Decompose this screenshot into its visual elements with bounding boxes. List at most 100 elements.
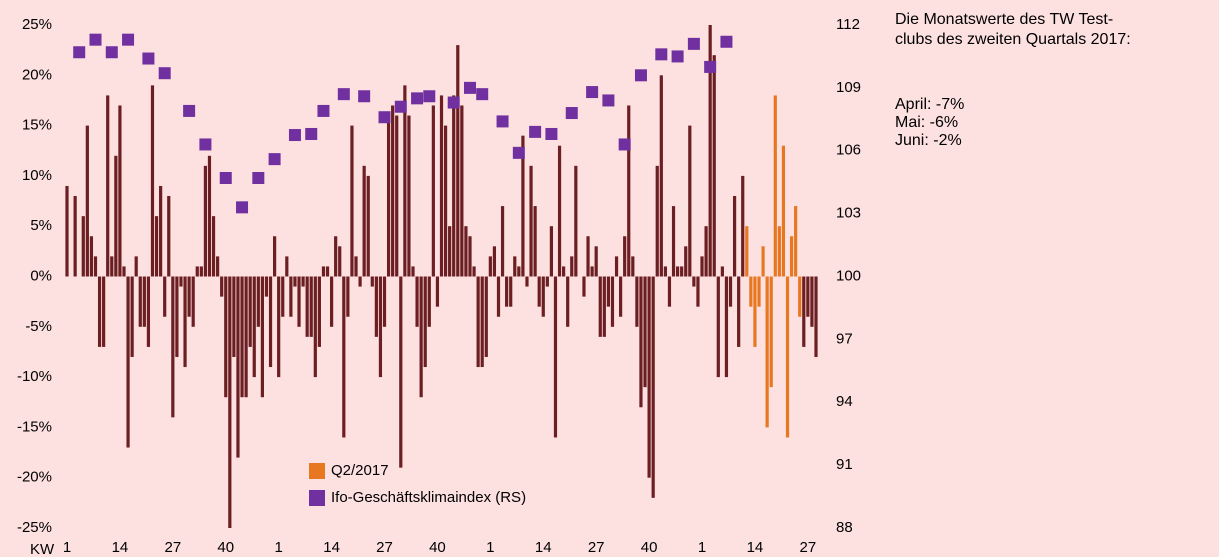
marker (394, 100, 407, 113)
bar (329, 276, 334, 327)
marker (305, 127, 318, 140)
bar (452, 95, 456, 277)
bar (325, 266, 330, 277)
bar (163, 276, 167, 317)
bar (342, 276, 346, 438)
x-tick-label: 40 (641, 539, 658, 556)
bar (313, 276, 317, 378)
bar (236, 276, 240, 458)
y2-tick-label: 94 (836, 393, 853, 410)
bar (468, 236, 472, 277)
bar (110, 256, 114, 277)
bar (537, 276, 541, 307)
bar (566, 276, 570, 327)
bar (639, 276, 643, 408)
bar (761, 246, 765, 277)
bar (745, 226, 749, 277)
bar (240, 276, 244, 398)
bar (684, 246, 688, 277)
y2-tick-label: 109 (836, 79, 861, 96)
bar (142, 276, 146, 327)
bar (411, 266, 415, 277)
bar (732, 196, 737, 277)
bar (810, 276, 814, 327)
bar (187, 276, 191, 317)
bar (586, 236, 590, 277)
marker (529, 125, 542, 138)
marker (687, 37, 700, 50)
bar (480, 276, 484, 368)
bar (85, 125, 89, 277)
bar (277, 276, 281, 378)
bar (708, 25, 712, 277)
bar (737, 276, 741, 347)
bar (794, 206, 798, 277)
bar (456, 45, 460, 277)
x-axis-label: KW (30, 541, 55, 557)
marker (142, 52, 155, 65)
bar (183, 276, 187, 368)
marker (602, 94, 615, 107)
marker (199, 138, 212, 151)
bar (220, 276, 224, 297)
bar (574, 165, 578, 277)
bar (472, 266, 476, 277)
bar (521, 135, 525, 277)
bar (500, 206, 505, 277)
legend-swatch (309, 490, 325, 506)
bar (492, 246, 497, 277)
x-tick-label: 14 (747, 539, 764, 556)
bar (688, 125, 692, 277)
bar (264, 276, 269, 297)
legend-label: Q2/2017 (331, 462, 389, 479)
bar (651, 276, 655, 498)
bar (297, 276, 301, 327)
bar (407, 115, 411, 277)
bar (505, 276, 509, 307)
bar (207, 155, 212, 277)
bar (195, 266, 199, 277)
bar (806, 276, 810, 317)
bar (150, 85, 155, 277)
bar (802, 276, 806, 347)
bar (781, 145, 786, 277)
bar (464, 226, 468, 277)
bar (704, 226, 708, 277)
bar (232, 276, 236, 357)
marker (671, 50, 684, 63)
bar (439, 95, 444, 277)
y2-tick-label: 106 (836, 142, 861, 159)
bar (675, 266, 680, 277)
bar (720, 266, 724, 277)
y-tick-label: 5% (30, 217, 52, 234)
bar (631, 256, 635, 277)
bar (216, 256, 220, 277)
x-tick-label: 40 (429, 539, 446, 556)
bar (268, 276, 273, 368)
marker (476, 88, 489, 101)
legend-swatch (309, 463, 325, 479)
marker (618, 138, 631, 151)
bar (545, 276, 549, 287)
bar (134, 256, 138, 277)
x-tick-label: 1 (275, 539, 283, 556)
x-tick-label: 14 (112, 539, 129, 556)
bar (386, 115, 391, 277)
marker (655, 48, 668, 61)
marker (704, 60, 717, 73)
bar (118, 105, 122, 277)
bar (529, 165, 533, 277)
bar (562, 266, 566, 277)
bar (256, 276, 260, 327)
bar (224, 276, 228, 398)
bar (443, 125, 448, 277)
marker (337, 88, 350, 101)
marker (317, 104, 330, 117)
bar (374, 276, 378, 337)
bar (114, 155, 118, 277)
bar (627, 105, 631, 277)
y2-tick-label: 100 (836, 267, 861, 284)
bar (89, 236, 94, 277)
